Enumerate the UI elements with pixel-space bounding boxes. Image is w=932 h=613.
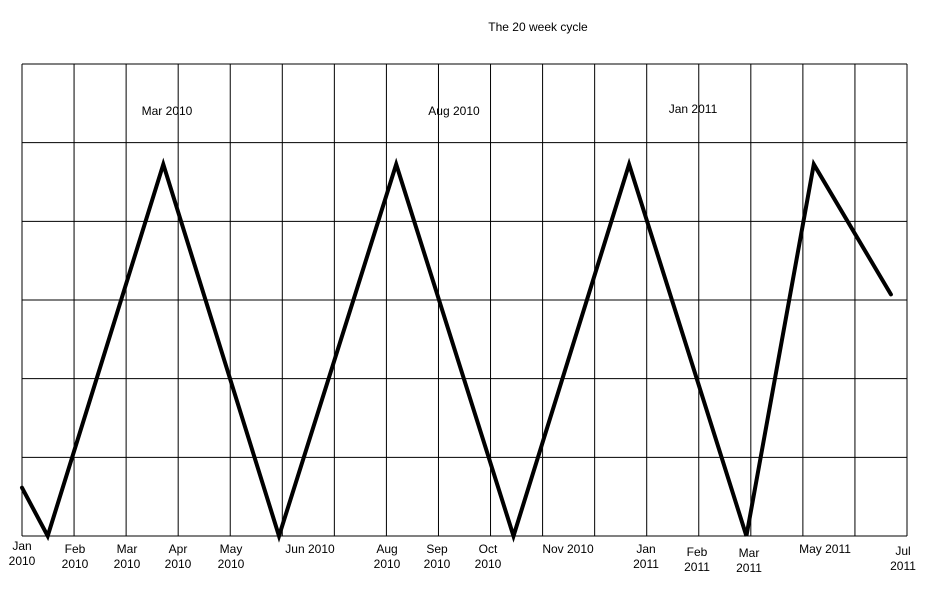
peak-annotation: Aug 2010	[428, 104, 480, 118]
x-tick-label: Jan 2011	[633, 542, 659, 571]
x-tick-label: Jan 2010	[9, 539, 36, 568]
x-tick-label: Aug 2010	[374, 542, 401, 571]
x-tick-label: Nov 2010	[542, 542, 594, 556]
x-tick-label: Sep 2010	[424, 542, 451, 571]
x-tick-label: Jun 2010	[285, 542, 335, 556]
chart-title: The 20 week cycle	[488, 20, 588, 34]
tick-labels: Jan 2010 Feb 2010 Mar 2010 Apr 2010 May 2010 Jun 2…	[9, 102, 917, 575]
x-tick-label: Jul 2011	[890, 544, 916, 573]
x-tick-label: Feb 2010	[62, 542, 89, 571]
x-tick-label: Mar 2011	[736, 546, 762, 575]
grid	[21, 63, 908, 537]
peak-annotation: Jan 2011	[669, 102, 718, 116]
x-tick-label: Mar 2010	[114, 542, 141, 571]
x-tick-label: Apr 2010	[165, 542, 192, 571]
x-tick-label: Oct 2010	[475, 542, 502, 571]
peak-annotation: Mar 2010	[142, 104, 193, 118]
x-tick-label: May 2010	[218, 542, 245, 571]
plot-lines	[20, 157, 893, 543]
x-tick-label: May 2011	[799, 542, 851, 556]
cycle-series-line	[20, 157, 893, 543]
x-tick-label: Feb 2011	[684, 545, 710, 574]
